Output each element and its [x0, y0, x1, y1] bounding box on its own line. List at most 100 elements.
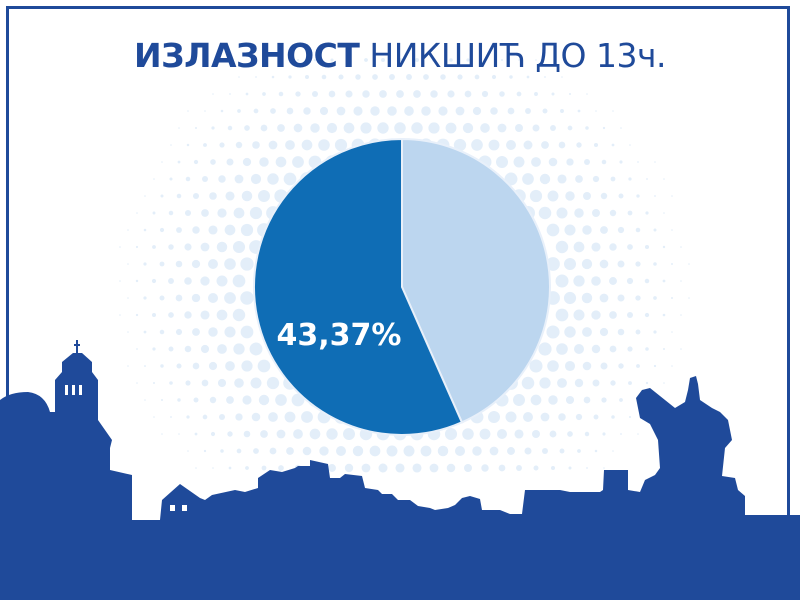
dot — [491, 74, 497, 80]
dot — [208, 225, 218, 235]
dot — [217, 378, 227, 388]
dot — [591, 310, 601, 320]
dot — [546, 223, 560, 237]
dot — [547, 190, 559, 202]
dot — [195, 127, 197, 129]
dot — [257, 359, 271, 373]
dot — [437, 445, 449, 457]
dot — [241, 360, 253, 372]
dot — [563, 257, 577, 271]
dot — [266, 376, 280, 390]
dot — [515, 124, 523, 132]
dot — [446, 463, 456, 473]
dot — [143, 228, 147, 232]
dot — [224, 292, 236, 304]
dot — [662, 279, 666, 283]
dot — [218, 175, 226, 183]
dot — [203, 143, 207, 147]
dot — [612, 110, 614, 112]
dot — [160, 364, 164, 368]
dot — [237, 109, 241, 113]
dot — [202, 176, 208, 182]
dot — [330, 58, 334, 62]
dot — [593, 414, 599, 420]
dot — [481, 90, 489, 98]
dot — [252, 141, 260, 149]
dot — [153, 178, 155, 180]
dot — [267, 173, 279, 185]
dot — [586, 93, 588, 95]
dot — [421, 106, 431, 116]
dot — [168, 244, 174, 250]
dot — [619, 160, 623, 164]
dot — [663, 348, 665, 350]
dot — [617, 328, 625, 336]
dot — [529, 189, 543, 203]
dot — [629, 144, 631, 146]
dot — [612, 450, 614, 452]
dot — [245, 92, 249, 96]
dot — [292, 156, 304, 168]
dot — [609, 243, 617, 251]
dot — [538, 206, 552, 220]
dot — [152, 347, 156, 351]
dot — [378, 463, 388, 473]
dot — [260, 124, 268, 132]
dot — [127, 229, 129, 231]
dot — [216, 309, 228, 321]
dot — [269, 447, 277, 455]
dot — [249, 342, 263, 356]
dot — [276, 429, 286, 439]
dot — [663, 212, 665, 214]
dot — [397, 57, 403, 63]
dot — [263, 59, 265, 61]
dot — [204, 110, 206, 112]
dot — [412, 463, 422, 473]
dot — [151, 312, 157, 318]
dot — [403, 445, 415, 457]
dot — [344, 463, 354, 473]
dot — [217, 208, 227, 218]
dot — [278, 91, 284, 97]
dot — [212, 467, 214, 469]
dot — [241, 190, 253, 202]
dot — [438, 106, 448, 116]
dot — [671, 263, 673, 265]
dot — [192, 328, 200, 336]
dot — [611, 143, 615, 147]
dot — [200, 344, 210, 354]
dot — [301, 411, 313, 423]
dot — [135, 313, 139, 317]
dot — [238, 76, 240, 78]
dot — [233, 343, 245, 355]
dot — [235, 141, 243, 149]
dot — [627, 346, 633, 352]
dot — [565, 395, 575, 405]
dot — [250, 377, 262, 389]
dot — [280, 59, 282, 61]
dot — [490, 107, 498, 115]
dot — [232, 308, 246, 322]
dot — [483, 58, 487, 62]
dot — [208, 259, 218, 269]
dot — [187, 450, 189, 452]
dot — [258, 190, 270, 202]
dot — [637, 161, 639, 163]
dot — [411, 122, 423, 134]
dot — [555, 274, 569, 288]
dot — [177, 398, 181, 402]
dot — [420, 445, 432, 457]
dot — [404, 106, 414, 116]
dot — [559, 448, 565, 454]
title-bold: ИЗЛАЗНОСТ — [134, 36, 360, 75]
dot — [539, 377, 551, 389]
dot — [394, 122, 406, 134]
dot — [653, 330, 657, 334]
dot — [211, 126, 215, 130]
dot — [567, 431, 573, 437]
dot — [637, 433, 639, 435]
dot — [577, 109, 581, 113]
dot — [194, 432, 198, 436]
dot — [361, 463, 371, 473]
